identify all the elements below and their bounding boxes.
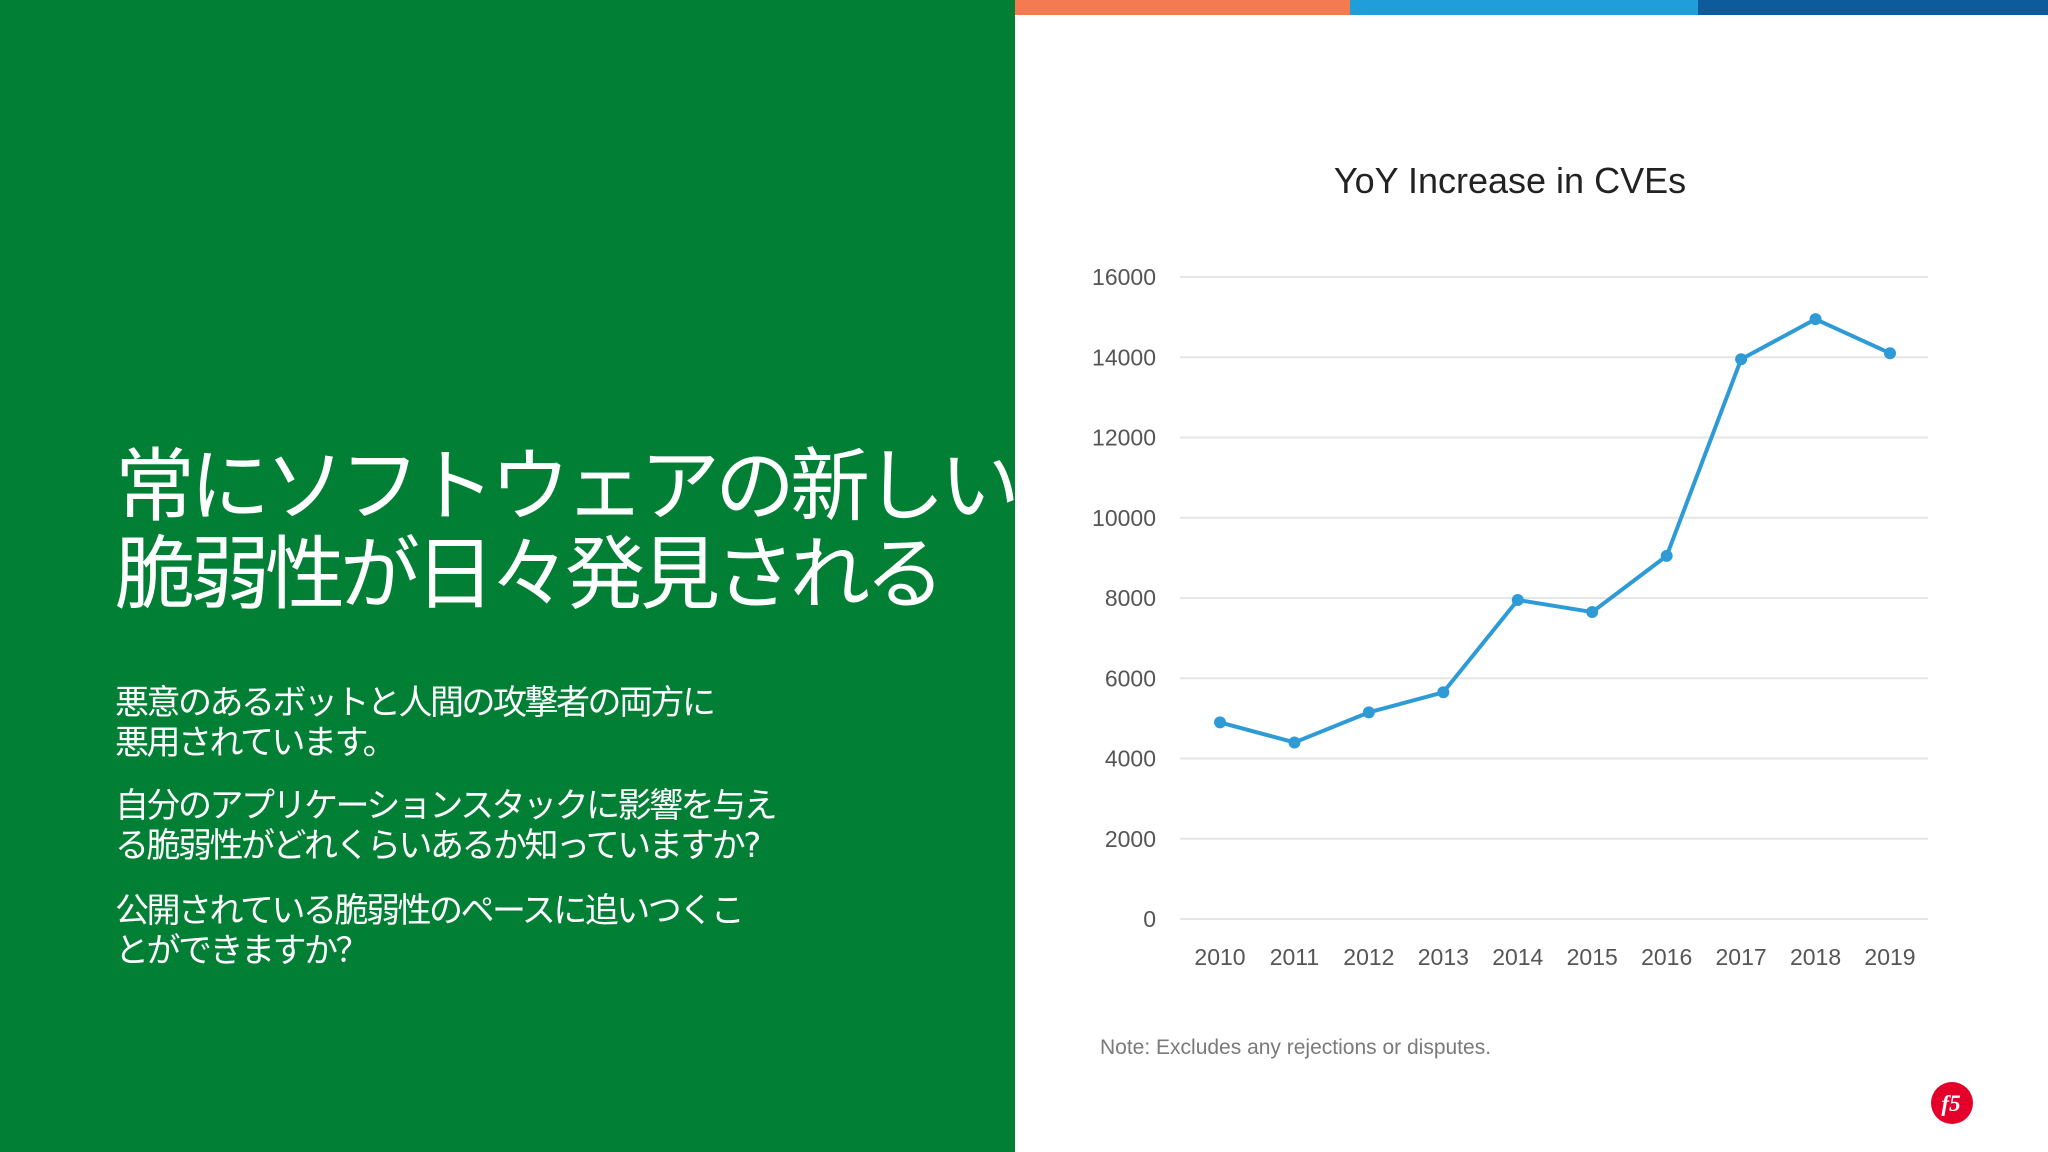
y-tick-label: 2000 [1105, 826, 1156, 852]
accent-bar-navy [1698, 0, 2048, 15]
x-tick-label: 2014 [1492, 944, 1543, 970]
y-tick-label: 0 [1143, 906, 1156, 932]
x-tick-label: 2018 [1790, 944, 1841, 970]
x-tick-label: 2013 [1418, 944, 1469, 970]
data-point [1735, 353, 1748, 366]
y-tick-label: 4000 [1105, 746, 1156, 772]
paragraph-line: 公開されている脆弱性のペースに追いつくこ [115, 891, 745, 931]
paragraph-line: 自分のアプリケーションスタックに影響を与え [115, 786, 778, 826]
paragraph-line: 悪意のあるボットと人間の攻撃者の両方に [115, 683, 716, 723]
data-point [1586, 606, 1599, 619]
paragraph-line: 悪用されています。 [115, 723, 397, 763]
series-line [1218, 317, 1892, 745]
x-tick-label: 2010 [1194, 944, 1245, 970]
x-tick-labels: 2010 2011 2012 2013 2014 2015 2016 2017 2018 2019 [1194, 944, 1915, 970]
x-tick-label: 2016 [1641, 944, 1692, 970]
line-chart: 0 2000 4000 6000 8000 10000 12000 14000 16000 20… [1092, 264, 1928, 970]
y-tick-label: 14000 [1092, 344, 1156, 370]
y-tick-label: 12000 [1092, 425, 1156, 451]
y-tick-label: 8000 [1105, 585, 1156, 611]
y-tick-labels: 0 2000 4000 6000 8000 10000 12000 14000 16000 [1092, 264, 1156, 932]
data-point [1511, 594, 1524, 607]
data-point [1362, 706, 1375, 719]
x-tick-label: 2015 [1567, 944, 1618, 970]
x-tick-label: 2012 [1343, 944, 1394, 970]
left-panel [0, 0, 1015, 1152]
f5-logo-icon: f5 [1931, 1082, 1973, 1124]
headline-line-2: 脆弱性が日々発見される [115, 528, 945, 621]
logo-text: f5 [1941, 1091, 1960, 1116]
headline-line-1: 常にソフトウェアの新しい [115, 440, 1020, 533]
x-tick-label: 2019 [1864, 944, 1915, 970]
x-tick-label: 2011 [1270, 944, 1319, 970]
body-paragraph-3: 公開されている脆弱性のペースに追いつくこ とができますか？ [115, 891, 775, 971]
accent-bar-blue [1350, 0, 1698, 15]
data-point [1288, 736, 1301, 749]
gridlines [1180, 276, 1928, 920]
data-point [1884, 347, 1896, 360]
body-paragraph-2: 自分のアプリケーションスタックに影響を与え る脆弱性がどれくらいあるか知っていま… [115, 786, 778, 866]
body-paragraph-1: 悪意のあるボットと人間の攻撃者の両方に 悪用されています。 [115, 683, 775, 763]
data-point [1214, 716, 1226, 729]
headline: 常にソフトウェアの新しい 脆弱性が日々発見される [115, 440, 1020, 621]
paragraph-line: とができますか？ [115, 931, 370, 971]
y-tick-label: 16000 [1092, 264, 1156, 290]
series-cves [1214, 313, 1896, 749]
x-tick-label: 2017 [1716, 944, 1767, 970]
logo-circle [1931, 1082, 1973, 1124]
chart-note: Note: Excludes any rejections or dispute… [1100, 1036, 1492, 1059]
accent-bar-orange [1015, 0, 1350, 15]
data-point [1437, 686, 1450, 699]
data-point [1660, 549, 1673, 562]
paragraph-line: る脆弱性がどれくらいあるか知っていますか? [115, 826, 761, 866]
data-point [1809, 313, 1822, 326]
chart-title: YoY Increase in CVEs [1333, 160, 1687, 201]
y-tick-label: 6000 [1105, 665, 1156, 691]
y-tick-label: 10000 [1092, 505, 1156, 531]
